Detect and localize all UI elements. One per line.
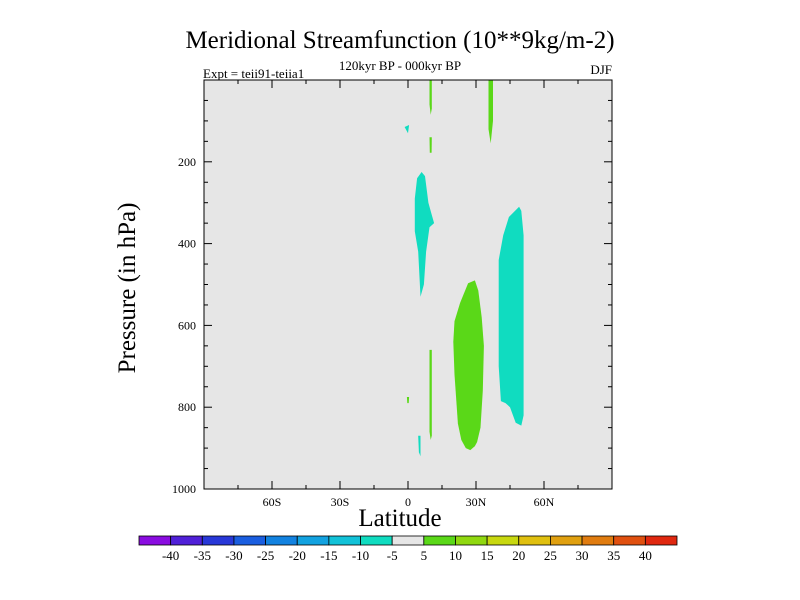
x-tick-label: 30N <box>466 495 487 509</box>
colorbar-label: 10 <box>449 548 462 563</box>
colorbar-swatch <box>391 535 425 546</box>
y-tick-label: 400 <box>178 237 196 251</box>
season-label: DJF <box>590 62 612 77</box>
colorbar-swatch <box>296 535 330 546</box>
contour-region <box>429 137 432 153</box>
colorbar-swatch <box>138 535 172 546</box>
contour-region <box>498 206 524 426</box>
colorbar-label: 35 <box>607 548 620 563</box>
colorbar-swatch <box>170 535 203 546</box>
colorbar-label: -25 <box>257 548 274 563</box>
x-axis-label: Latitude <box>358 505 442 532</box>
x-tick-label: 30S <box>331 495 350 509</box>
colorbar-swatch <box>644 535 678 546</box>
contour-regions <box>404 80 524 457</box>
contour-region <box>453 280 484 451</box>
x-tick-label: 0 <box>405 495 411 509</box>
colorbar-label: -10 <box>352 548 369 563</box>
colorbar-label: 20 <box>512 548 525 563</box>
colorbar-label: -15 <box>320 548 337 563</box>
colorbar-label: 25 <box>544 548 557 563</box>
contour-region <box>414 172 435 297</box>
colorbar-label: -40 <box>162 548 179 563</box>
colorbar-label: 15 <box>481 548 494 563</box>
colorbar-label: -20 <box>289 548 306 563</box>
colorbar-label: -30 <box>225 548 242 563</box>
colorbar-label: -35 <box>194 548 211 563</box>
colorbar: -40 -35 -30 -25 -20 -15 -10 -5 5 10 15 20 25 30 35 40 <box>138 535 678 563</box>
colorbar-swatch <box>328 535 361 546</box>
y-tick-label: 200 <box>178 155 196 169</box>
plot-background <box>204 80 612 489</box>
y-tick-label: 600 <box>178 318 196 332</box>
colorbar-label: -5 <box>387 548 398 563</box>
colorbar-swatch <box>455 535 488 546</box>
x-tick-label: 60N <box>534 495 555 509</box>
contour-region <box>418 435 421 457</box>
colorbar-swatch <box>265 535 298 546</box>
x-tick-label: 60S <box>263 495 282 509</box>
colorbar-swatch <box>518 535 551 546</box>
chart-subtitle: 120kyr BP - 000kyr BP <box>338 58 462 73</box>
colorbar-swatch <box>423 535 456 546</box>
colorbar-swatch <box>233 535 266 546</box>
colorbar-swatch <box>581 535 615 546</box>
y-tick-label: 800 <box>178 400 196 414</box>
colorbar-swatch <box>550 535 583 546</box>
contour-region <box>404 125 410 134</box>
contour-region <box>429 80 432 115</box>
colorbar-label: 40 <box>639 548 652 563</box>
colorbar-swatch <box>201 535 235 546</box>
axis-ticks: 200 400 600 800 1000 60S 30S 0 30N 60N <box>172 80 612 509</box>
contour-region <box>488 80 493 144</box>
colorbar-swatch <box>613 535 646 546</box>
colorbar-swatch <box>486 535 520 546</box>
chart-title: Meridional Streamfunction (10**9kg/m-2) <box>185 27 615 54</box>
y-tick-label: 1000 <box>172 482 196 496</box>
colorbar-label: 30 <box>576 548 589 563</box>
contour-region <box>429 349 432 440</box>
colorbar-swatch <box>360 535 393 546</box>
contour-region <box>406 397 410 404</box>
colorbar-label: 5 <box>421 548 428 563</box>
experiment-label: Expt = teii91-teiia1 <box>203 66 305 81</box>
